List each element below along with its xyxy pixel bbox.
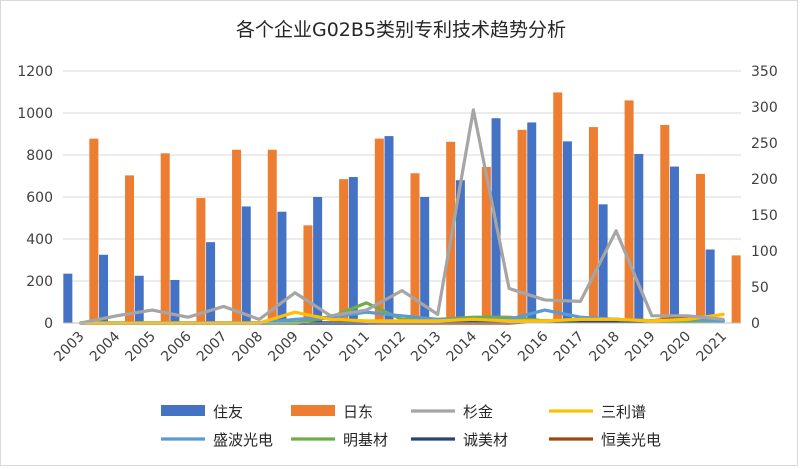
bar — [196, 198, 206, 323]
x-tick-label: 2018 — [586, 329, 623, 366]
bar — [527, 122, 537, 323]
y-left-tick-label: 0 — [44, 316, 53, 332]
chart-title: 各个企业G02B5类别专利技术趋势分析 — [236, 19, 566, 41]
y-left-tick-label: 400 — [26, 232, 53, 248]
x-tick-label: 2008 — [230, 329, 267, 366]
legend-label: 盛波光电 — [213, 431, 273, 449]
bar — [206, 242, 216, 323]
bar — [634, 153, 644, 323]
y-right-tick-label: 50 — [751, 280, 769, 296]
y-right-tick-label: 0 — [751, 316, 760, 332]
bar — [420, 197, 430, 323]
x-tick-label: 2019 — [622, 329, 659, 366]
bar — [598, 204, 608, 323]
legend-label: 恒美光电 — [601, 431, 661, 449]
bar — [277, 211, 287, 323]
x-tick-label: 2014 — [444, 328, 481, 365]
bar — [553, 92, 563, 323]
bar — [562, 141, 572, 323]
y-left-tick-label: 800 — [26, 148, 53, 164]
bar — [160, 153, 170, 323]
y-right-tick-label: 250 — [751, 136, 778, 152]
bar — [624, 100, 634, 324]
bar — [384, 136, 394, 323]
x-tick-label: 2013 — [408, 329, 445, 366]
bar — [303, 225, 313, 323]
x-tick-label: 2012 — [372, 329, 409, 366]
bar — [313, 197, 323, 323]
bar — [588, 127, 598, 323]
y-right-tick-label: 300 — [751, 100, 778, 116]
y-right-tick-label: 200 — [751, 172, 778, 188]
bar — [705, 249, 715, 323]
bar — [170, 279, 180, 323]
y-right-tick-label: 350 — [751, 64, 778, 80]
bar — [731, 255, 741, 323]
x-tick-label: 2015 — [479, 329, 516, 366]
x-tick-label: 2003 — [51, 329, 88, 366]
y-right-tick-label: 150 — [751, 208, 778, 224]
bar — [481, 166, 491, 323]
bar — [455, 180, 465, 323]
y-left-tick-label: 1000 — [17, 106, 53, 122]
bar — [134, 275, 144, 323]
bar — [89, 138, 99, 323]
x-tick-label: 2004 — [87, 328, 124, 365]
bar — [125, 175, 135, 323]
bar — [410, 173, 420, 323]
bar — [63, 273, 73, 323]
x-tick-label: 2005 — [123, 329, 160, 366]
legend-label: 明基材 — [343, 431, 388, 449]
x-tick-label: 2020 — [658, 329, 695, 366]
x-tick-label: 2016 — [515, 328, 552, 365]
bar — [267, 149, 277, 323]
x-tick-label: 2011 — [337, 329, 374, 366]
x-tick-label: 2009 — [265, 329, 302, 366]
legend-label: 诚美材 — [463, 431, 508, 449]
legend-label: 三利谱 — [601, 403, 646, 421]
legend-label: 日东 — [343, 403, 373, 421]
x-tick-label: 2021 — [693, 329, 730, 366]
y-right-tick-label: 100 — [751, 244, 778, 260]
y-left-tick-label: 600 — [26, 190, 53, 206]
bar — [669, 166, 679, 323]
bar — [517, 129, 527, 323]
bar — [232, 149, 242, 323]
series-line — [79, 108, 725, 325]
bar — [241, 206, 251, 323]
x-tick-label: 2010 — [301, 329, 338, 366]
legend-swatch — [161, 405, 205, 416]
legend-swatch — [291, 405, 335, 416]
x-tick-label: 2006 — [158, 328, 195, 365]
bar — [660, 124, 670, 323]
bar — [339, 179, 349, 323]
x-tick-label: 2017 — [551, 329, 588, 366]
legend-label: 住友 — [213, 403, 243, 421]
legend-label: 杉金 — [463, 403, 493, 421]
bar — [374, 138, 384, 323]
y-left-tick-label: 1200 — [17, 64, 53, 80]
bar — [348, 177, 358, 323]
bar — [695, 173, 705, 323]
y-left-tick-label: 200 — [26, 274, 53, 290]
bar — [99, 254, 109, 323]
x-tick-label: 2007 — [194, 329, 231, 366]
